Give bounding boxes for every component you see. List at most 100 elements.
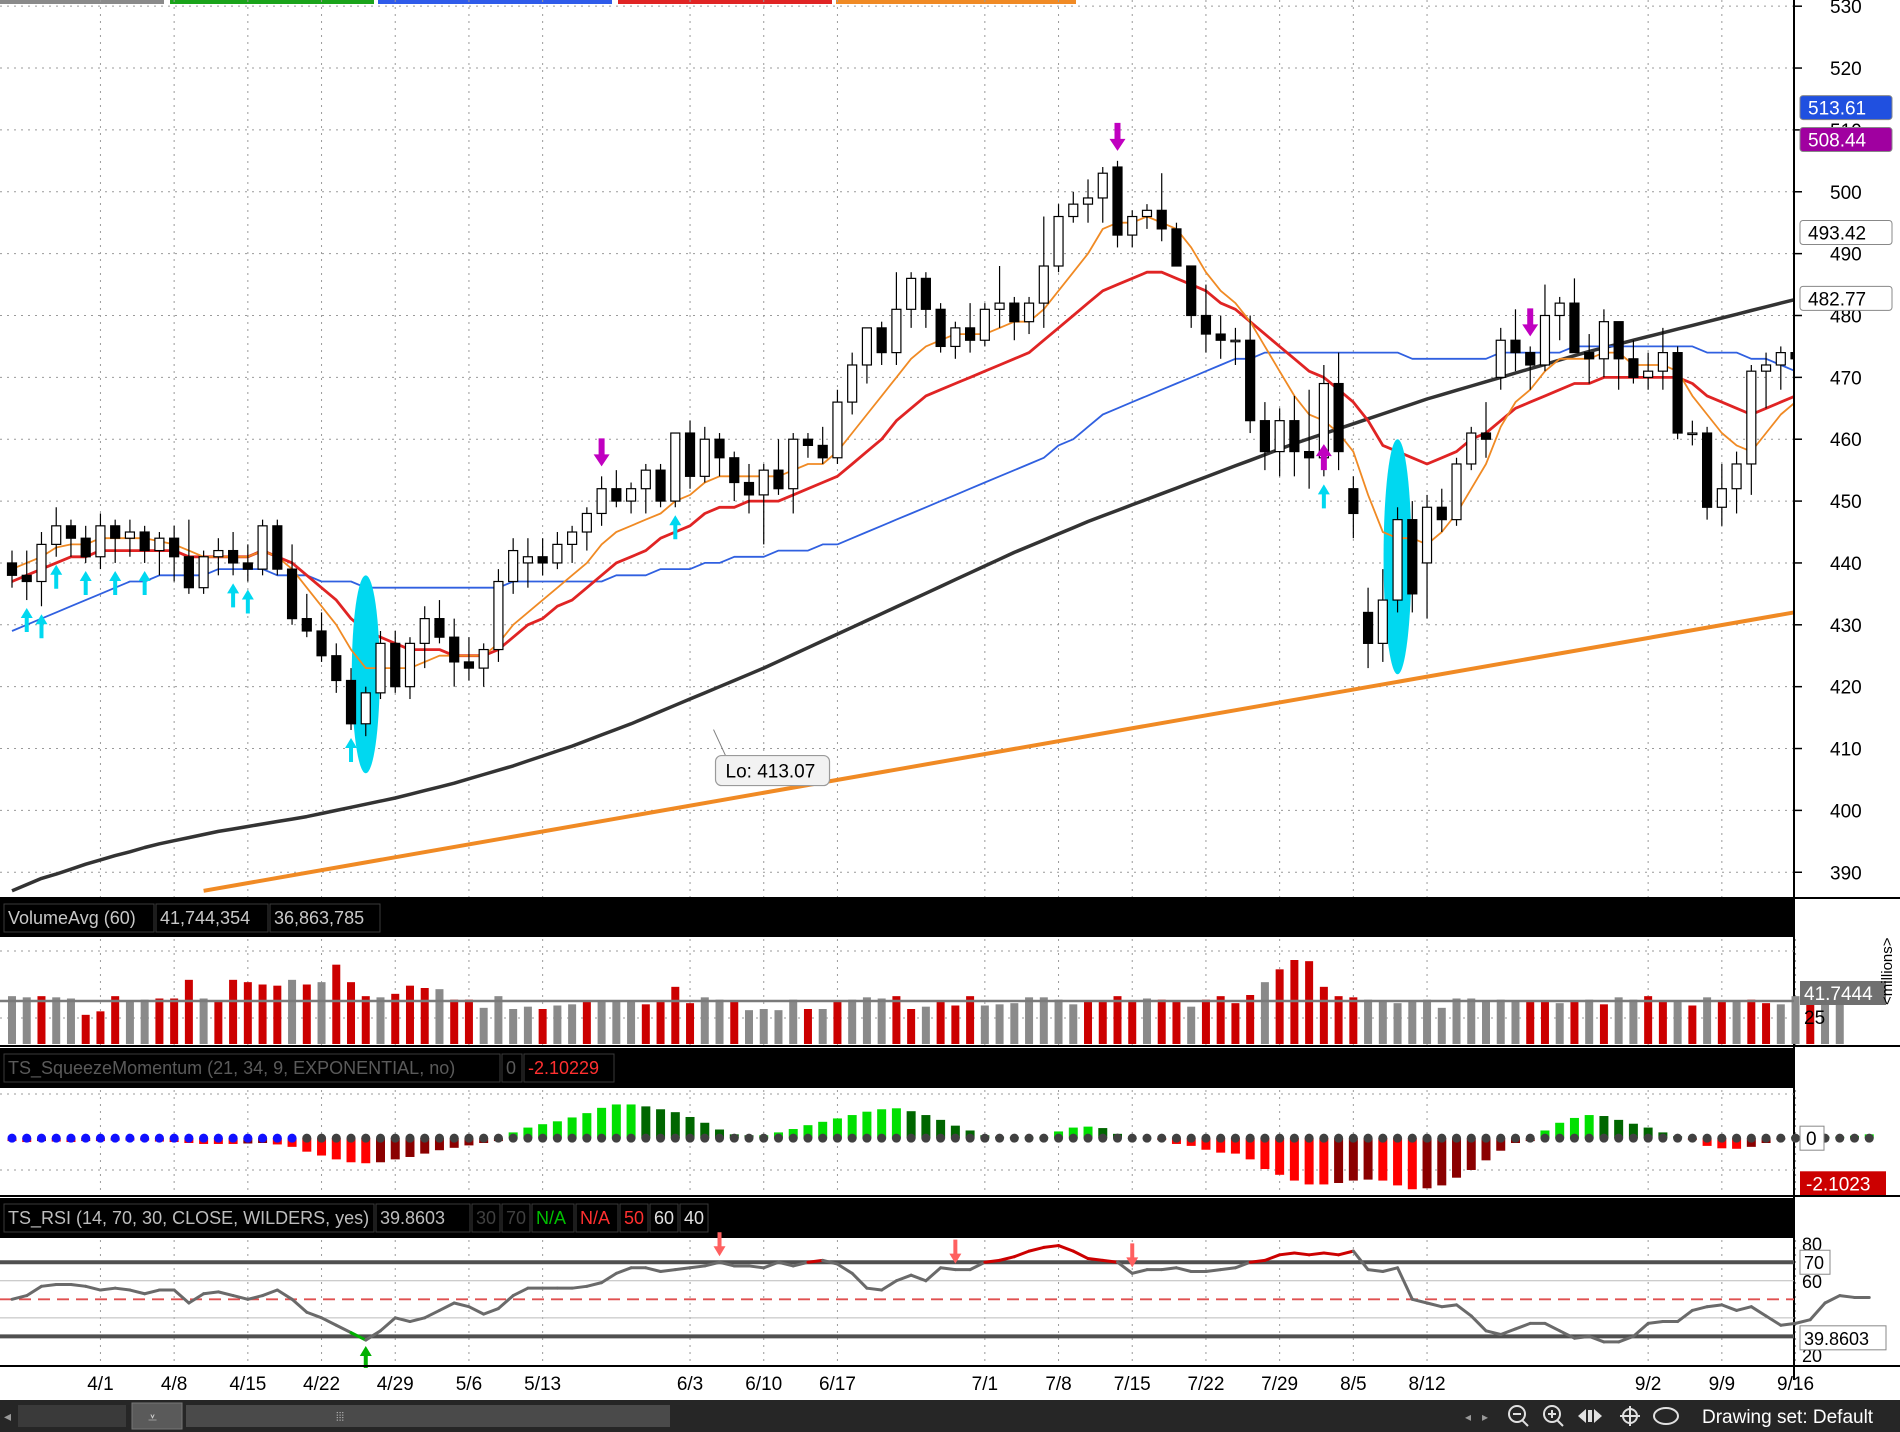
scroll-thumb[interactable]	[186, 1405, 670, 1427]
squeeze-dot	[1466, 1133, 1476, 1143]
squeeze-dot	[1393, 1133, 1403, 1143]
volume-bar-down	[1231, 1003, 1240, 1044]
squeeze-dot	[1658, 1133, 1668, 1143]
pan-icon[interactable]	[1578, 1409, 1602, 1423]
rsi-segment	[467, 1305, 486, 1316]
rsi-segment	[924, 1266, 943, 1283]
volume-bar-up	[1835, 999, 1844, 1044]
price-tick-label: 490	[1830, 245, 1862, 266]
squeeze-bar	[597, 1107, 607, 1139]
buy-arrow-icon	[241, 589, 254, 614]
rsi-segment	[113, 1286, 132, 1292]
rsi-segment	[349, 1331, 368, 1342]
candle-body-up	[404, 642, 416, 688]
candle	[1731, 451, 1742, 514]
ema-mid-path	[11, 270, 1825, 658]
rsi-segment	[1823, 1294, 1842, 1305]
squeeze-value-box	[1800, 1171, 1886, 1196]
volume-panel[interactable]: VolumeAvg (60) 41,744,354 36,863,785 41.74…	[0, 899, 1896, 1046]
squeeze-dot	[1348, 1133, 1358, 1143]
candle	[80, 525, 91, 563]
nav-right-icon[interactable]: ▸	[1482, 1410, 1488, 1424]
volume-bar-down	[686, 1003, 695, 1044]
squeeze-dot	[81, 1133, 91, 1143]
date-tick-label: 8/5	[1340, 1374, 1366, 1395]
buy-arrow-icon	[79, 570, 92, 595]
rsi-segment	[762, 1260, 780, 1270]
squeeze-dot	[1746, 1133, 1756, 1143]
volume-bar-up	[759, 1009, 768, 1044]
zoom-out-icon[interactable]	[1508, 1405, 1529, 1427]
scroll-track-left[interactable]	[18, 1405, 126, 1427]
price-panel[interactable]: Lo: 413.07	[0, 0, 1826, 897]
volume-bar-up	[1364, 999, 1373, 1044]
drawing-set-label[interactable]: Drawing set: Default	[1702, 1407, 1874, 1428]
squeeze-value-label: -2.1023	[1806, 1174, 1870, 1195]
legend-swatch	[378, 0, 612, 4]
squeeze-bar	[420, 1138, 430, 1154]
squeeze-bar	[1643, 1127, 1653, 1139]
squeeze-dot	[1525, 1133, 1535, 1143]
buy-arrow-shape	[345, 737, 358, 762]
sma-blue-path	[11, 345, 1826, 632]
buy-arrow-icon	[109, 570, 122, 595]
rsi-panel[interactable]: TS_RSI (14, 70, 30, CLOSE, WILDERS, yes)…	[0, 1198, 1887, 1369]
squeeze-dot	[1245, 1133, 1255, 1143]
rsi-segment	[423, 1308, 441, 1320]
candle	[1289, 395, 1300, 477]
price-axis[interactable]: 5305205105004904804704604504404304204104…	[1793, 0, 1900, 1380]
squeeze-bar	[1304, 1138, 1314, 1185]
squeeze-dot	[862, 1133, 872, 1143]
candle-body-up	[1643, 370, 1654, 378]
bottom-toolbar[interactable]: ◂ ⩡ ⦙⦙⦙ ◂ ▸ Drawing set: Default	[0, 1400, 1900, 1432]
volume-bar-up	[980, 1005, 989, 1044]
candle-body-down	[169, 537, 180, 558]
ellipse-tool-icon[interactable]	[1653, 1407, 1679, 1425]
buy-arrow-shape	[109, 570, 122, 595]
volume-bar-up	[1614, 997, 1623, 1044]
nav-left-icon[interactable]: ◂	[1465, 1410, 1471, 1424]
price-tick-label: 410	[1830, 740, 1862, 761]
volume-bar-up	[1437, 1007, 1446, 1044]
volume-bar-up	[877, 998, 886, 1044]
squeeze-bar	[1216, 1138, 1226, 1153]
candle	[345, 668, 357, 730]
price-tick-label: 460	[1830, 430, 1862, 451]
trendline[interactable]	[203, 610, 1795, 893]
candle	[390, 630, 401, 693]
squeeze-dot	[1319, 1133, 1329, 1143]
candle-body-down	[1569, 302, 1580, 354]
squeeze-dot	[1186, 1133, 1196, 1143]
squeeze-bar	[449, 1138, 459, 1148]
price-tick-label: 450	[1830, 492, 1862, 513]
candle-body-down	[139, 531, 150, 552]
squeeze-momentum-panel[interactable]: TS_SqueezeMomentum (21, 34, 9, EXPONENTI…	[0, 1048, 1886, 1196]
candle	[1127, 210, 1138, 248]
trendline-path[interactable]	[203, 610, 1795, 893]
candle	[478, 643, 489, 687]
squeeze-dot	[1614, 1133, 1624, 1143]
squeeze-dot	[51, 1133, 61, 1143]
rsi-segment	[1351, 1249, 1370, 1272]
scroll-reset-button[interactable]	[131, 1402, 183, 1430]
candle-body-down	[1215, 333, 1226, 341]
squeeze-dot	[169, 1133, 179, 1143]
scroll-left-icon[interactable]: ◂	[4, 1408, 11, 1424]
squeeze-dot	[656, 1133, 666, 1143]
rsi-segment	[202, 1290, 220, 1296]
squeeze-bar	[1717, 1138, 1727, 1149]
squeeze-dot	[1275, 1133, 1285, 1143]
volume-bar-down	[1806, 1003, 1815, 1044]
squeeze-dot	[715, 1133, 725, 1143]
volume-bar-down	[229, 979, 238, 1044]
volume-bar-up	[597, 1000, 606, 1044]
squeeze-dot	[818, 1133, 828, 1143]
candle-body-down	[1333, 382, 1344, 453]
crosshair-icon[interactable]	[1620, 1406, 1640, 1426]
sma200-line	[11, 290, 1826, 893]
volume-bar-down	[1319, 986, 1328, 1044]
candle-body-up	[1038, 265, 1049, 304]
header-chip-text: VolumeAvg (60)	[8, 908, 136, 928]
zoom-in-icon[interactable]	[1543, 1405, 1564, 1427]
